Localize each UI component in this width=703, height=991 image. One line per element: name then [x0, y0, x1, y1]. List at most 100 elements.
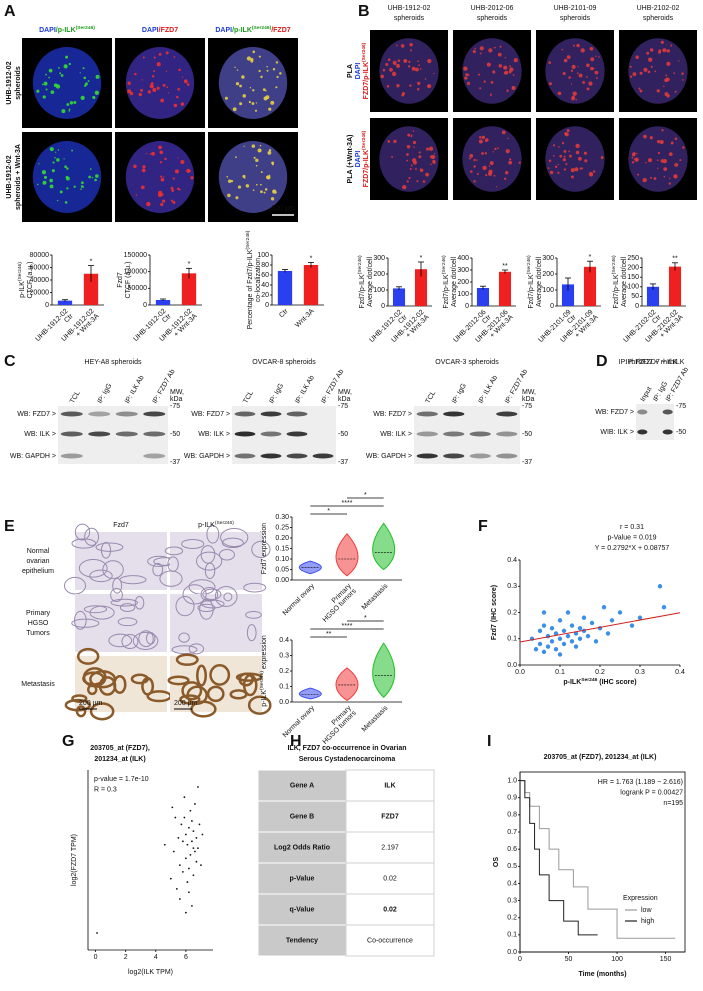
tissue — [251, 540, 271, 559]
signal-dot — [575, 143, 580, 149]
row-label: WIB: ILK > — [600, 429, 634, 436]
signal-dot — [562, 71, 566, 76]
signal-dot — [422, 180, 426, 183]
band — [469, 431, 491, 437]
tissue — [134, 595, 145, 610]
signal-dot — [633, 158, 636, 161]
ihc-image — [170, 594, 262, 652]
tissue — [64, 698, 92, 712]
signal-dot — [245, 184, 250, 188]
label-part: Percentage of Fzd7/p-ILK — [247, 249, 254, 329]
mw-title: kDa — [522, 396, 535, 403]
tissue — [209, 664, 231, 686]
band — [115, 411, 138, 417]
band — [286, 431, 308, 437]
signal-dot — [54, 157, 56, 159]
bar — [414, 269, 428, 306]
mw-marker: -50 — [170, 431, 180, 438]
table-text: p-Value — [290, 875, 315, 882]
signal-dot — [511, 85, 516, 90]
y-axis-label: co-localization — [255, 258, 262, 302]
column-header: UHB-2101-09 — [554, 5, 597, 12]
band — [443, 431, 465, 437]
point — [561, 641, 567, 647]
label-part: Average dot/cell — [621, 257, 628, 308]
signal-dot — [190, 176, 194, 180]
signal-dot — [242, 94, 247, 98]
bar — [392, 288, 406, 306]
signal-dot — [170, 186, 174, 190]
point — [191, 904, 193, 907]
tissue — [108, 633, 133, 648]
signal-dot — [79, 72, 81, 74]
row-label: WB: GAPDH > — [184, 453, 230, 460]
point — [96, 932, 98, 934]
y-tick-label: 0.2 — [507, 609, 517, 616]
point — [200, 864, 202, 866]
signal-dot — [170, 199, 174, 202]
signal-dot — [417, 81, 421, 86]
signal-dot — [658, 49, 662, 53]
label-part: PLA (+Wnt-3A) — [347, 135, 354, 184]
y-tick-label: 40000 — [30, 277, 50, 284]
signal-dot — [563, 168, 567, 171]
y-tick-label: 50000 — [128, 285, 148, 292]
signal-dot — [42, 180, 47, 185]
signal-dot — [576, 72, 579, 75]
blot-title: OVCAR-3 spheroids — [435, 359, 499, 366]
table-cell — [345, 831, 435, 864]
blot-title: OVCAR-8 spheroids — [252, 359, 316, 366]
signal-dot — [678, 60, 680, 62]
x-tick-label: 100 — [611, 956, 623, 963]
signal-dot — [469, 154, 474, 158]
signal-dot — [497, 52, 502, 57]
signal-dot — [93, 96, 96, 99]
bar — [498, 271, 512, 306]
label-part: (Ser246) — [17, 262, 23, 281]
point — [191, 840, 193, 843]
signal-dot — [87, 80, 90, 83]
signal-dot — [391, 71, 397, 77]
signal-dot — [82, 186, 85, 188]
signal-dot — [416, 87, 420, 91]
signal-dot — [427, 84, 432, 89]
violin — [298, 560, 322, 575]
signal-dot — [586, 87, 590, 91]
tissue — [171, 645, 198, 655]
signal-dot — [570, 69, 574, 72]
tissue — [71, 618, 100, 628]
signal-dot — [661, 129, 664, 132]
signal-dot — [266, 175, 271, 180]
signal-dot — [630, 75, 633, 78]
signal-dot — [590, 57, 595, 62]
label-part: /p-ILK — [56, 27, 76, 34]
signal-dot — [396, 44, 398, 47]
signal-dot — [492, 151, 494, 153]
signal-dot — [557, 163, 559, 166]
signal-dot — [239, 84, 242, 88]
violin — [335, 667, 359, 702]
signal-dot — [554, 165, 558, 169]
tissue — [86, 684, 98, 696]
tissue — [112, 577, 123, 594]
tissue — [223, 592, 233, 602]
point — [181, 840, 184, 843]
signal-dot — [430, 163, 432, 166]
signal-dot — [650, 176, 652, 179]
signal-dot — [654, 70, 657, 73]
y-tick-label: 0.3 — [507, 897, 517, 904]
signal-dot — [578, 156, 582, 161]
signal-dot — [518, 161, 521, 164]
signal-dot — [276, 75, 279, 79]
signal-dot — [51, 169, 55, 173]
signal-dot — [656, 89, 660, 93]
signal-dot — [673, 72, 676, 74]
band — [443, 453, 465, 459]
tissue — [138, 630, 154, 648]
signal-dot — [433, 153, 436, 155]
point — [194, 850, 196, 853]
signal-dot — [479, 52, 482, 55]
point — [557, 652, 563, 657]
signal-dot — [146, 201, 151, 207]
signal-dot — [172, 177, 175, 180]
